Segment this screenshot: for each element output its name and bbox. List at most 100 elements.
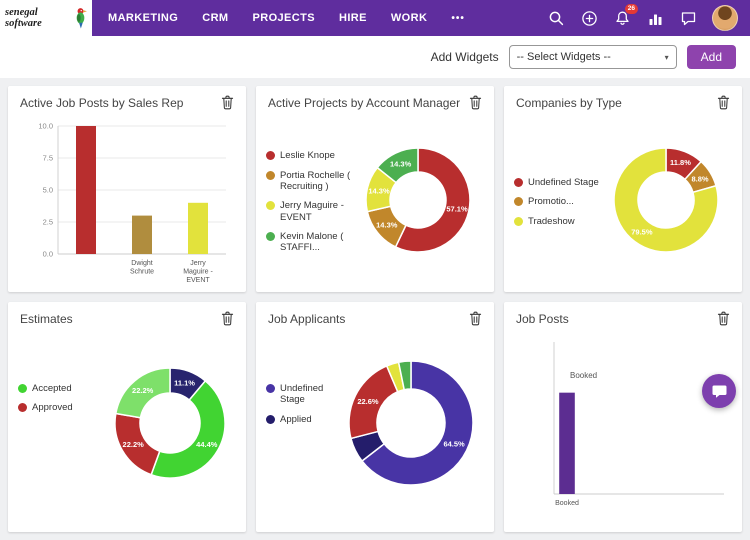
legend-item[interactable]: Portia Rochelle ( Recruiting ) <box>266 170 352 193</box>
nav-actions: 26 <box>547 4 750 31</box>
legend-swatch-icon <box>18 403 27 413</box>
widget-header: Estimates <box>8 302 246 328</box>
svg-text:79.5%: 79.5% <box>631 227 653 236</box>
legend-item[interactable]: Promotio... <box>514 196 600 207</box>
svg-text:14.3%: 14.3% <box>368 186 390 195</box>
legend-label: Promotio... <box>528 196 574 208</box>
donut-chart-estimates[interactable]: 11.1% 44.4% 22.2% 22.2% <box>104 328 236 532</box>
nav-marketing[interactable]: MARKETING <box>108 12 179 24</box>
legend-item[interactable]: Jerry Maguire - EVENT <box>266 200 352 223</box>
more-menu-icon[interactable]: ••• <box>451 12 465 24</box>
legend-swatch-icon <box>514 216 523 226</box>
legend-item[interactable]: Kevin Malone ( STAFFI... <box>266 231 352 254</box>
reports-chart-icon[interactable] <box>646 9 664 27</box>
widget-active-projects-by-account-manager: Active Projects by Account Manager Lesli… <box>256 86 494 292</box>
legend-item[interactable]: Tradeshow <box>514 216 600 227</box>
widget-estimates: Estimates Accepted Approved 11.1% 44.4% 22.… <box>8 302 246 532</box>
legend-item[interactable]: Undefined Stage <box>266 383 338 406</box>
svg-text:22.6%: 22.6% <box>357 397 379 406</box>
svg-text:57.1%: 57.1% <box>446 204 468 213</box>
svg-text:Maguire -: Maguire - <box>183 268 213 275</box>
main-menu: MARKETING CRM PROJECTS HIRE WORK ••• <box>108 12 465 24</box>
legend-item[interactable]: Approved <box>18 402 104 413</box>
widget-header: Active Projects by Account Manager <box>256 86 494 112</box>
svg-text:22.2%: 22.2% <box>132 386 154 395</box>
legend-swatch-icon <box>266 170 275 180</box>
quick-add-icon[interactable] <box>580 9 598 27</box>
legend-label: Undefined Stage <box>528 176 599 188</box>
legend-label: Leslie Knope <box>280 150 335 162</box>
nav-crm[interactable]: CRM <box>202 12 229 24</box>
donut-chart-job-applicants[interactable]: 64.5% 22.6% <box>338 328 484 532</box>
legend-swatch-icon <box>266 384 275 393</box>
legend-item[interactable]: Leslie Knope <box>266 150 352 161</box>
legend-label: Accepted <box>32 383 72 394</box>
delete-widget-icon[interactable] <box>469 95 482 110</box>
legend-swatch-icon <box>18 384 27 393</box>
widget-body: Accepted Approved 11.1% 44.4% 22.2% 22.2% <box>8 328 246 532</box>
bar-chart-job-posts[interactable]: Booked Booked <box>514 328 732 532</box>
notifications-bell-icon[interactable]: 26 <box>613 4 638 27</box>
widget-select[interactable]: -- Select Widgets -- ▾ <box>508 45 677 69</box>
widget-header: Active Job Posts by Sales Rep <box>8 86 246 112</box>
svg-text:Dwight: Dwight <box>131 260 152 267</box>
add-widgets-label: Add Widgets <box>430 50 499 64</box>
svg-text:7.5: 7.5 <box>43 153 53 162</box>
delete-widget-icon[interactable] <box>221 311 234 326</box>
nav-projects[interactable]: PROJECTS <box>252 12 315 24</box>
chart-legend: Accepted Approved <box>18 383 104 414</box>
search-icon[interactable] <box>547 9 565 27</box>
widget-header: Job Posts <box>504 302 742 328</box>
nav-work[interactable]: WORK <box>390 12 428 24</box>
svg-text:Jerry: Jerry <box>190 260 206 267</box>
donut-chart-companies-by-type[interactable]: 11.8% 8.8% 79.5% <box>600 120 732 285</box>
widget-title: Job Posts <box>516 311 569 326</box>
legend-label: Portia Rochelle ( Recruiting ) <box>280 169 351 192</box>
delete-widget-icon[interactable] <box>717 95 730 110</box>
widget-title: Active Job Posts by Sales Rep <box>20 95 184 110</box>
widget-active-job-posts-by-sales-rep: Active Job Posts by Sales Rep 0.0 2.5 5.0 7… <box>8 86 246 292</box>
widget-job-applicants: Job Applicants Undefined Stage Applied 64… <box>256 302 494 532</box>
legend-swatch-icon <box>514 197 523 207</box>
dashboard-grid: Active Job Posts by Sales Rep 0.0 2.5 5.0 7… <box>0 78 750 540</box>
donut-chart-active-projects[interactable]: 57.1% 14.3% 14.3% 14.3% <box>352 120 484 285</box>
legend-swatch-icon <box>266 151 275 161</box>
app-logo[interactable]: senegal software <box>0 0 92 36</box>
logo-text: senegal software <box>5 6 42 29</box>
svg-text:22.2%: 22.2% <box>123 440 145 449</box>
nav-hire[interactable]: HIRE <box>338 12 367 24</box>
legend-swatch-icon <box>514 177 523 187</box>
svg-text:Booked: Booked <box>555 500 579 507</box>
chart-legend: Undefined Stage Promotio... Tradeshow <box>514 177 600 227</box>
legend-label: Jerry Maguire - EVENT <box>280 200 344 223</box>
svg-text:64.5%: 64.5% <box>443 440 465 449</box>
svg-text:EVENT: EVENT <box>186 277 210 284</box>
parrot-logo-icon <box>76 8 87 29</box>
chat-fab-button[interactable] <box>702 374 736 408</box>
top-navigation: senegal software MARKETING CRM PROJECTS … <box>0 0 750 36</box>
svg-text:11.1%: 11.1% <box>174 379 195 388</box>
widgets-toolbar: Add Widgets -- Select Widgets -- ▾ Add <box>0 36 750 78</box>
widget-title: Active Projects by Account Manager <box>268 95 461 110</box>
legend-label: Undefined Stage <box>280 383 324 406</box>
delete-widget-icon[interactable] <box>221 95 234 110</box>
delete-widget-icon[interactable] <box>469 311 482 326</box>
widget-job-posts: Job Posts Booked Booked <box>504 302 742 532</box>
chat-icon[interactable] <box>679 9 697 27</box>
chart-legend: Undefined Stage Applied <box>266 383 338 425</box>
widget-body: Leslie Knope Portia Rochelle ( Recruiting… <box>256 112 494 292</box>
user-avatar[interactable] <box>712 5 738 31</box>
widget-body: Undefined Stage Applied 64.5% 22.6% <box>256 328 494 532</box>
legend-item[interactable]: Accepted <box>18 383 104 394</box>
bar-chart-active-job-posts[interactable]: 0.0 2.5 5.0 7.5 10.0 Dwight Schrute Jerry Maguir… <box>18 112 234 293</box>
legend-label: Tradeshow <box>528 215 575 227</box>
delete-widget-icon[interactable] <box>717 311 730 326</box>
svg-text:0.0: 0.0 <box>43 249 53 258</box>
add-widget-button[interactable]: Add <box>686 45 736 69</box>
widget-body: Booked Booked <box>504 328 742 532</box>
svg-text:8.8%: 8.8% <box>691 174 708 183</box>
widget-title: Companies by Type <box>516 95 622 110</box>
legend-item[interactable]: Undefined Stage <box>514 177 600 188</box>
legend-item[interactable]: Applied <box>266 414 338 425</box>
legend-label: Applied <box>280 413 312 425</box>
